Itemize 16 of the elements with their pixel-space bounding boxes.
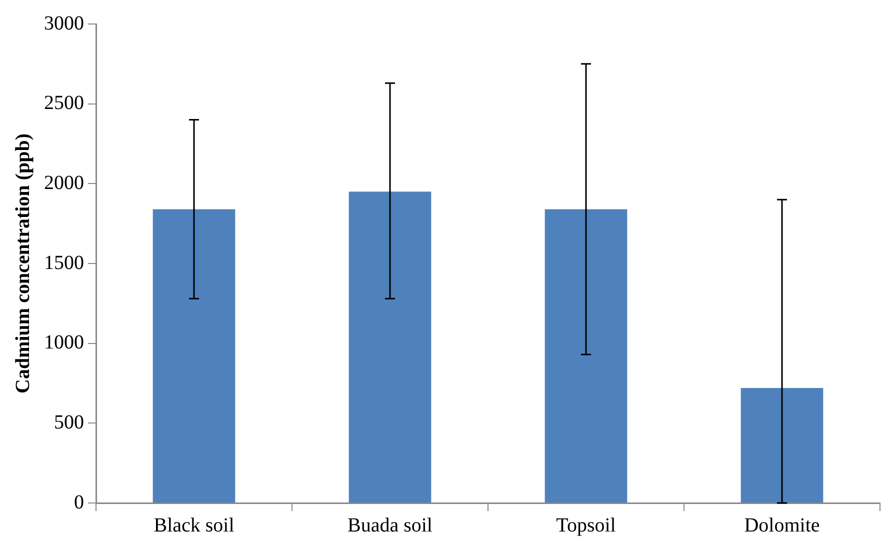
y-tick-label: 1500 bbox=[44, 252, 84, 274]
bar bbox=[544, 209, 628, 502]
y-tick-label: 0 bbox=[74, 491, 84, 514]
bar bbox=[348, 192, 432, 502]
x-tick-label: Topsoil bbox=[556, 514, 616, 536]
x-tick-label: Buada soil bbox=[348, 514, 433, 536]
bar bbox=[152, 209, 236, 502]
y-tick-label: 2500 bbox=[44, 92, 84, 114]
x-tick-label: Dolomite bbox=[744, 514, 820, 536]
y-tick-label: 1000 bbox=[44, 332, 84, 354]
y-tick-label: 3000 bbox=[44, 12, 84, 34]
y-axis-title: Cadmium concentration (ppb) bbox=[12, 133, 34, 394]
bar bbox=[740, 388, 824, 502]
x-tick-label: Black soil bbox=[154, 514, 235, 536]
y-tick-label: 2000 bbox=[44, 172, 84, 194]
y-tick-label: 500 bbox=[54, 411, 84, 434]
